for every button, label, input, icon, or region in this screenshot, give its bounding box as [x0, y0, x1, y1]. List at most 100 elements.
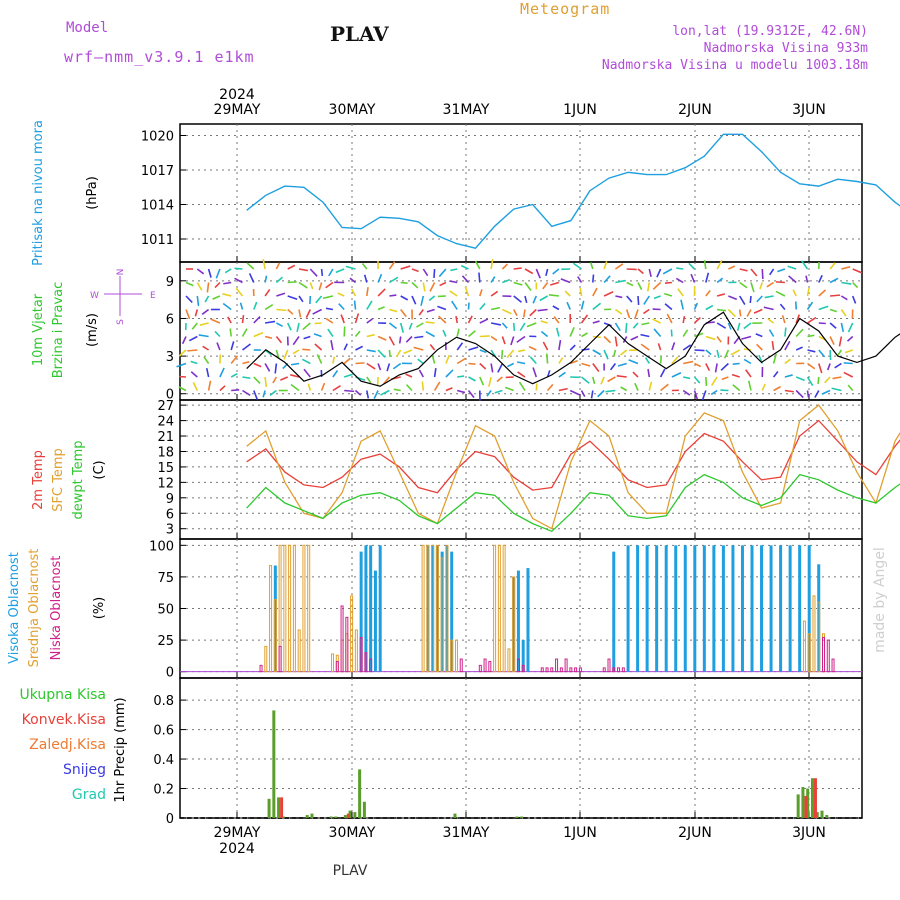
wind-arrow [572, 262, 582, 270]
wind-arrow [196, 268, 205, 275]
wind-arrow [555, 327, 560, 337]
wind-arrow [405, 384, 413, 392]
wind-arrow [490, 322, 502, 326]
wind-arrow [290, 362, 300, 366]
wind-arrow [546, 383, 554, 392]
cloud-bar-mid [812, 595, 816, 673]
wind-arrow [605, 389, 616, 393]
wind-arrow [832, 376, 842, 380]
wind-arrow [305, 309, 312, 318]
wind-arrow [836, 349, 843, 357]
wind-arrow [388, 349, 391, 358]
wind-ytick-label: 0 [166, 388, 174, 403]
wind-arrow [222, 302, 232, 311]
cloud-bar-mid [802, 620, 806, 673]
wind-arrow [253, 362, 262, 368]
wind-arrow [501, 322, 508, 329]
wind-arrow [320, 382, 326, 391]
wind-arrow [296, 322, 300, 332]
wind-arrow [388, 322, 397, 330]
cloud-bar-low [345, 616, 349, 673]
precip-ytick-label: 0.4 [153, 753, 174, 768]
wind-arrow [500, 349, 504, 360]
wind-title-label: 10m Vjetar [31, 293, 46, 366]
cloud-bar-mid [297, 629, 301, 673]
wind-arrow [676, 267, 684, 270]
precip-bar-total [815, 812, 819, 818]
wind-arrow [818, 274, 823, 283]
cloud-bar-high [369, 545, 373, 672]
wind-arrow [422, 268, 429, 277]
wind-arrow [229, 328, 232, 337]
precip-bar-total [334, 816, 338, 818]
wind-arrow [824, 376, 831, 384]
wind-arrow [792, 289, 797, 297]
wind-arrow [569, 344, 576, 351]
wind-arrow [239, 302, 244, 310]
wind-arrow [303, 368, 311, 378]
cloud-bar-mid [273, 599, 277, 673]
precip-bar-total [820, 810, 824, 818]
wind-arrow [607, 376, 616, 383]
precip-ytick-label: 0.2 [153, 783, 174, 798]
wind-arrow [852, 281, 859, 289]
wind-arrow [343, 343, 348, 351]
wind-arrow [771, 340, 775, 351]
wind-arrow [745, 369, 752, 378]
wind-arrow [632, 371, 639, 378]
cloud-unit-label: (%) [92, 597, 107, 620]
wind-arrow [354, 389, 362, 396]
cloud-bar-low [540, 667, 544, 673]
precip-bar-total [353, 812, 357, 818]
temp-line-0 [246, 419, 900, 494]
cloud-bar-high [740, 545, 744, 672]
wind-arrow [203, 356, 210, 364]
wind-arrow [253, 376, 261, 385]
wind-arrow [590, 390, 594, 399]
wind-arrow [292, 349, 300, 355]
wind-arrow [788, 275, 797, 284]
wind-arrow [592, 349, 601, 356]
wind-arrow [455, 315, 458, 324]
wind-arrow [287, 281, 297, 284]
wind-arrow [178, 349, 187, 357]
wind-arrow [801, 260, 809, 270]
wind-arrow [732, 384, 741, 392]
wind-arrow [806, 376, 814, 386]
wind-arrow [269, 389, 277, 396]
wind-arrow [230, 355, 239, 365]
temp-ytick-label: 9 [166, 492, 174, 507]
wind-arrow [230, 341, 235, 351]
wind-arrow [280, 376, 289, 381]
cloud-bar-mid [269, 565, 273, 673]
wind-arrow [640, 343, 650, 351]
wind-arrow [393, 388, 401, 392]
wind-arrow [242, 376, 251, 380]
wind-arrow [603, 291, 614, 297]
cloud-bar-mid [292, 544, 296, 673]
cloud-bar-low [259, 664, 263, 673]
wind-arrow [275, 349, 280, 359]
temp-ytick-label: 27 [157, 399, 174, 414]
wind-arrow [451, 300, 458, 310]
cloud-bar-high [431, 545, 435, 672]
wind-arrow [417, 358, 424, 365]
wind-arrow [349, 277, 356, 284]
wind-arrow [201, 308, 210, 315]
wind-arrow [405, 335, 413, 343]
wind-arrow [325, 307, 334, 311]
wind-arrow [761, 268, 764, 280]
wind-arrow [847, 384, 854, 392]
wind-arrow [545, 353, 549, 364]
wind-arrow [705, 349, 712, 356]
cloud-bar-mid [302, 544, 306, 673]
wind-arrow [637, 282, 643, 290]
wind-arrow [632, 322, 639, 329]
cloud-bar-high [526, 568, 530, 672]
wind-arrow [198, 334, 209, 338]
wind-arrow [210, 318, 221, 324]
wind-arrow [552, 305, 560, 311]
wind-arrow [777, 268, 786, 273]
wind-arrow [716, 293, 726, 297]
wind-arrow [612, 349, 617, 357]
